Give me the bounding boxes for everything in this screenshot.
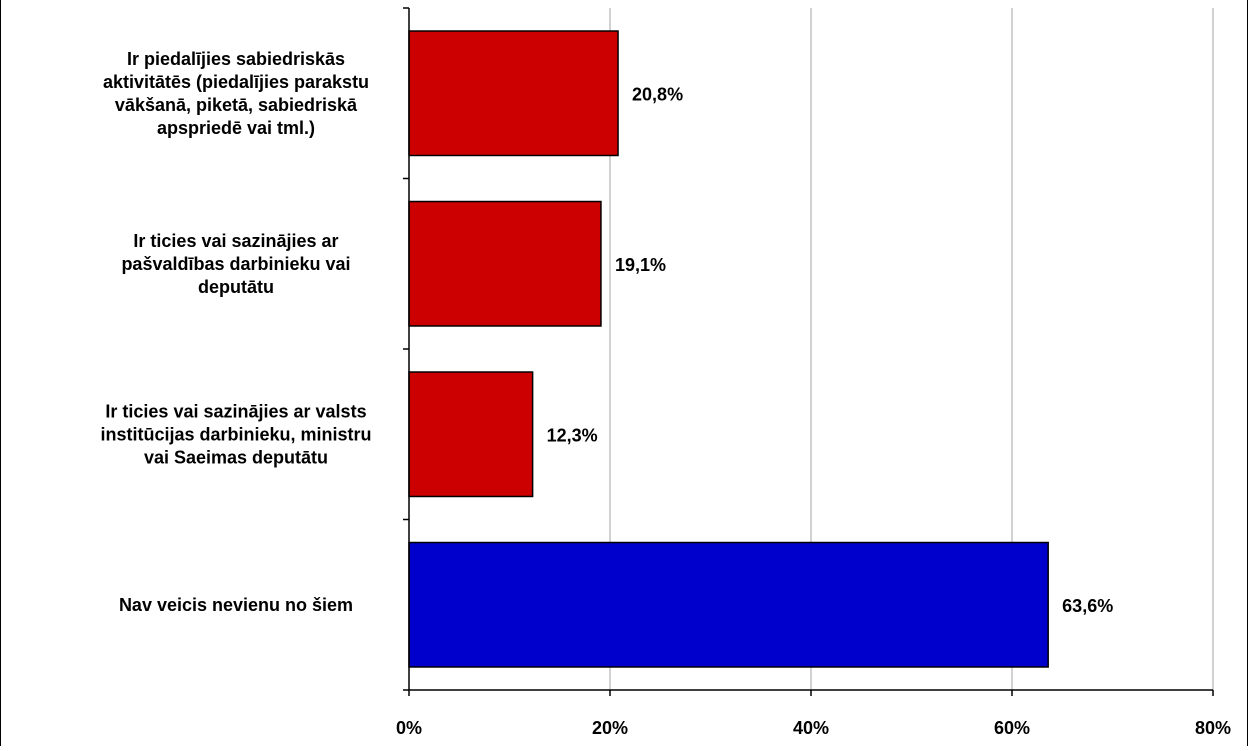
labels: 20,8% Ir piedalījies sabiedriskās aktivitā… xyxy=(100,49,1231,738)
bar-3 xyxy=(408,541,1049,668)
bar-1 xyxy=(408,200,602,327)
category-label-1: Ir ticies vai sazinājies ar pašvaldības d… xyxy=(121,231,350,297)
value-label-0: 20,8% xyxy=(632,84,683,104)
x-tick-label-20: 20% xyxy=(592,718,628,738)
x-tick-label-80: 80% xyxy=(1195,718,1231,738)
category-label-3: Nav veicis nevienu no šiem xyxy=(119,595,353,615)
value-label-3: 63,6% xyxy=(1062,596,1113,616)
bars xyxy=(408,30,1049,668)
x-tick-label-0: 0% xyxy=(396,718,422,738)
x-tick-label-60: 60% xyxy=(994,718,1030,738)
x-tick-label-40: 40% xyxy=(793,718,829,738)
bar-0 xyxy=(408,30,619,157)
value-label-2: 12,3% xyxy=(547,425,598,445)
category-label-2: Ir ticies vai sazinājies ar valsts instit… xyxy=(100,401,371,467)
value-label-1: 19,1% xyxy=(615,255,666,275)
category-label-0: Ir piedalījies sabiedriskās aktivitātēs (… xyxy=(103,49,369,138)
bar-2 xyxy=(408,371,534,498)
axes xyxy=(403,7,1214,696)
